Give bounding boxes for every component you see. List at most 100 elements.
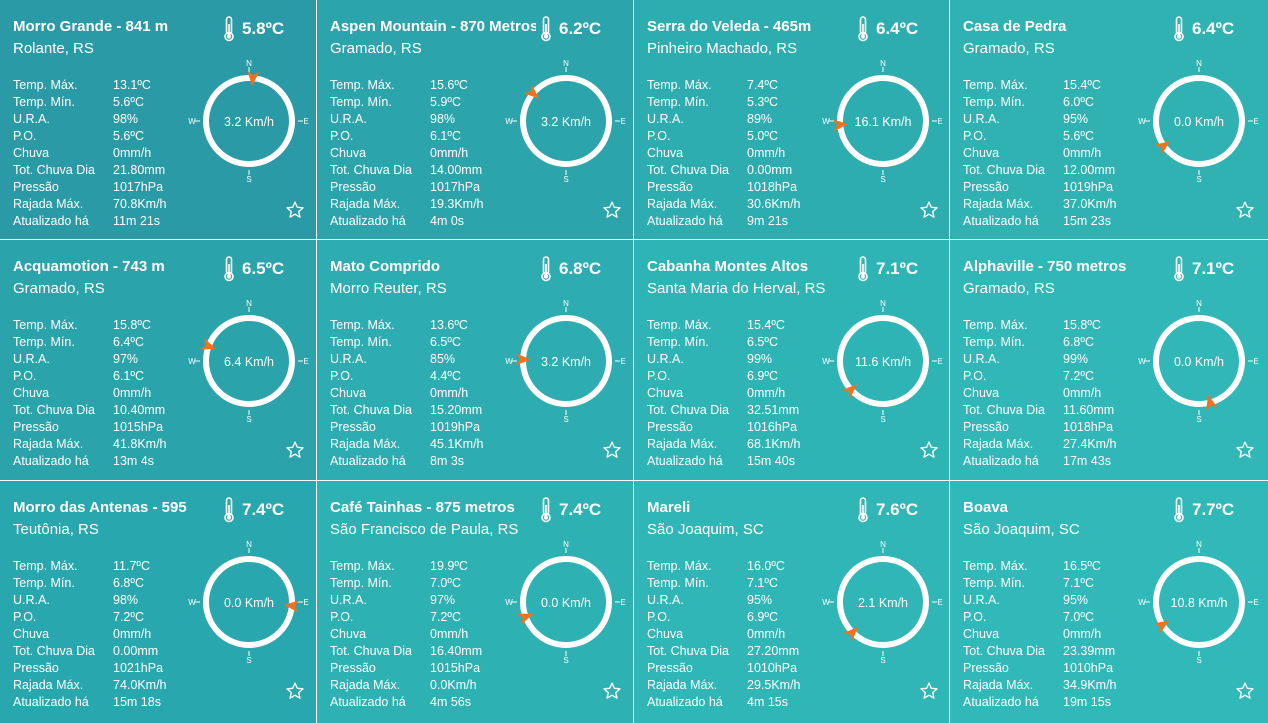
stat-row-temp-min: Temp. Mín. 6.0ºC <box>963 94 1117 111</box>
stat-label: Atualizado há <box>963 695 1039 709</box>
stat-row-rajada: Rajada Máx. 30.6Km/h <box>647 196 801 213</box>
stat-row-rajada: Rajada Máx. 0.0Km/h <box>330 677 482 694</box>
station-name[interactable]: Cabanha Montes Altos <box>647 258 809 275</box>
stat-row-temp-max: Temp. Máx. 15.6ºC <box>330 77 484 94</box>
stat-row-atualizado: Atualizado há 4m 56s <box>330 694 482 711</box>
station-card[interactable]: Acquamotion - 743 m Gramado, RS 6.5ºC Temp.… <box>0 240 316 480</box>
stat-label: Temp. Máx. <box>330 559 395 573</box>
favorite-star-icon[interactable] <box>602 200 622 220</box>
stat-value: 7.2ºC <box>1063 369 1094 383</box>
favorite-star-icon[interactable] <box>1235 440 1255 460</box>
stat-value: 99% <box>1063 352 1089 366</box>
compass-label-n: N <box>563 59 569 68</box>
favorite-star-icon[interactable] <box>285 200 305 220</box>
stat-label: Pressão <box>330 420 376 434</box>
station-city: São Francisco de Paula, RS <box>330 521 519 538</box>
station-city: Rolante, RS <box>13 40 94 57</box>
station-card[interactable]: Alphaville - 750 metros Gramado, RS 7.1ºC T… <box>950 240 1268 480</box>
wind-speed: 0.0 Km/h <box>1174 355 1224 369</box>
compass-label-w: W <box>822 117 830 126</box>
station-card[interactable]: Boava São Joaquim, SC 7.7ºC Temp. Máx. 16.5º… <box>950 481 1268 723</box>
stat-value: 68.1Km/h <box>747 437 801 451</box>
stat-row-tot-chuva: Tot. Chuva Dia 14.00mm <box>330 162 484 179</box>
station-name[interactable]: Café Tainhas - 875 metros <box>330 499 515 516</box>
station-name[interactable]: Morro Grande - 841 m <box>13 18 169 35</box>
favorite-star-icon[interactable] <box>1235 200 1255 220</box>
stat-label: Temp. Mín. <box>963 95 1025 109</box>
station-card[interactable]: Casa de Pedra Gramado, RS 6.4ºC Temp. Máx. 1… <box>950 0 1268 239</box>
stat-value: 0mm/h <box>430 386 469 400</box>
stat-label: Pressão <box>647 661 693 675</box>
stat-value: 1015hPa <box>430 661 481 675</box>
thermometer-icon <box>1174 256 1184 282</box>
station-name[interactable]: Serra do Veleda - 465m <box>647 18 812 35</box>
station-stats: Temp. Máx. 15.8ºC Temp. Mín. 6.4ºC U.R.A. 97%… <box>13 317 167 470</box>
thermometer-icon <box>541 256 551 282</box>
stat-label: Chuva <box>330 146 367 160</box>
stat-row-tot-chuva: Tot. Chuva Dia 15.20mm <box>330 402 484 419</box>
stat-value: 7.1ºC <box>1063 576 1094 590</box>
station-stats: Temp. Máx. 15.4ºC Temp. Mín. 6.5ºC U.R.A. 99%… <box>647 317 801 470</box>
compass-label-s: S <box>880 415 885 424</box>
stat-label: Rajada Máx. <box>647 437 718 451</box>
wind-direction-arrow <box>199 338 217 350</box>
stat-row-rajada: Rajada Máx. 74.0Km/h <box>13 677 167 694</box>
station-name[interactable]: Casa de Pedra <box>963 18 1067 35</box>
stat-value: 7.0ºC <box>430 576 461 590</box>
stat-row-chuva: Chuva 0mm/h <box>13 145 167 162</box>
stat-value: 0mm/h <box>747 386 786 400</box>
compass-label-s: S <box>880 175 885 184</box>
compass-label-w: W <box>1138 357 1146 366</box>
compass-label-w: W <box>822 357 830 366</box>
favorite-star-icon[interactable] <box>285 440 305 460</box>
station-card[interactable]: Café Tainhas - 875 metros São Francisco d… <box>317 481 633 723</box>
stat-value: 7.2ºC <box>430 610 461 624</box>
stat-row-chuva: Chuva 0mm/h <box>963 385 1117 402</box>
favorite-star-icon[interactable] <box>602 681 622 701</box>
compass-label-w: W <box>188 357 196 366</box>
station-card[interactable]: Aspen Mountain - 870 Metros Gramado, RS 6.… <box>317 0 633 239</box>
stat-value: 41.8Km/h <box>113 437 167 451</box>
favorite-star-icon[interactable] <box>285 681 305 701</box>
compass-label-e: E <box>1253 598 1258 607</box>
compass-label-n: N <box>880 299 886 308</box>
station-name[interactable]: Alphaville - 750 metros <box>963 258 1127 275</box>
wind-direction-arrow <box>1153 620 1170 634</box>
station-card[interactable]: Morro Grande - 841 m Rolante, RS 5.8ºC Temp… <box>0 0 316 239</box>
current-temperature: 6.2ºC <box>559 19 602 38</box>
station-card[interactable]: Morro das Antenas - 595 Teutônia, RS 7.4ºC… <box>0 481 316 723</box>
station-name[interactable]: Boava <box>963 499 1009 516</box>
stat-value: 19.9ºC <box>430 559 468 573</box>
stat-row-ura: U.R.A. 95% <box>963 111 1117 128</box>
stat-label: Temp. Mín. <box>647 335 709 349</box>
wind-speed: 16.1 Km/h <box>855 115 912 129</box>
stat-value: 95% <box>1063 112 1089 126</box>
favorite-star-icon[interactable] <box>1235 681 1255 701</box>
station-card[interactable]: Serra do Veleda - 465m Pinheiro Machado, … <box>634 0 949 239</box>
station-name[interactable]: Acquamotion - 743 m <box>13 258 165 275</box>
stat-row-ura: U.R.A. 95% <box>963 592 1117 609</box>
stat-label: U.R.A. <box>647 593 684 607</box>
station-name[interactable]: Mato Comprido <box>330 258 440 275</box>
compass-ring <box>1153 75 1245 167</box>
compass-ring <box>837 315 929 407</box>
stat-label: U.R.A. <box>647 112 684 126</box>
station-name[interactable]: Morro das Antenas - 595 <box>13 499 187 516</box>
wind-direction-arrow <box>515 353 532 366</box>
station-card[interactable]: Cabanha Montes Altos Santa Maria do Herva… <box>634 240 949 480</box>
stat-value: 12.00mm <box>1063 163 1116 177</box>
station-city: Teutônia, RS <box>13 521 99 538</box>
favorite-star-icon[interactable] <box>919 440 939 460</box>
stat-value: 34.9Km/h <box>1063 678 1117 692</box>
stat-value: 13m 4s <box>113 454 154 468</box>
stat-row-po: P.O. 7.2ºC <box>330 609 482 626</box>
station-name[interactable]: Mareli <box>647 499 691 516</box>
station-card[interactable]: Mato Comprido Morro Reuter, RS 6.8ºC Temp. … <box>317 240 633 480</box>
stat-row-pressao: Pressão 1021hPa <box>13 660 167 677</box>
favorite-star-icon[interactable] <box>919 681 939 701</box>
station-name[interactable]: Aspen Mountain - 870 Metros <box>330 18 536 35</box>
favorite-star-icon[interactable] <box>602 440 622 460</box>
station-card[interactable]: Mareli São Joaquim, SC 7.6ºC Temp. Máx. 16.0… <box>634 481 949 723</box>
favorite-star-icon[interactable] <box>919 200 939 220</box>
stat-row-atualizado: Atualizado há 4m 0s <box>330 213 484 230</box>
